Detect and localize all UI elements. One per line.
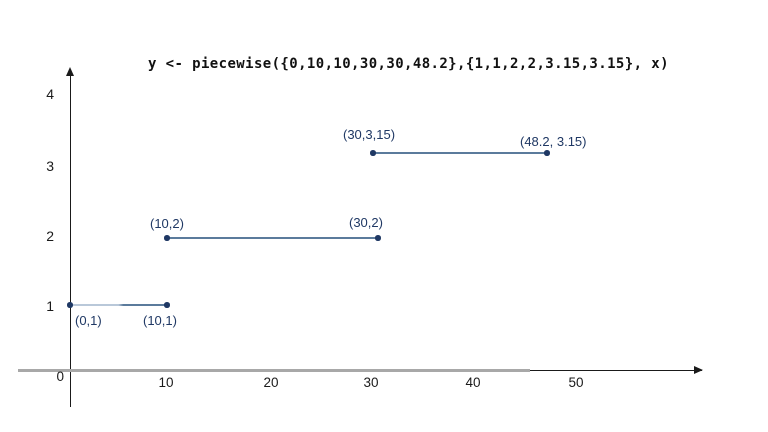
point-label-30-2: (30,2) bbox=[349, 215, 383, 230]
x-axis-gray-line bbox=[18, 369, 530, 372]
point-label-30-315: (30,3,15) bbox=[343, 127, 396, 142]
segment-1-line bbox=[70, 304, 167, 306]
origin-label: 0 bbox=[56, 369, 64, 384]
x-tick-20: 20 bbox=[263, 375, 279, 390]
segment-3-line bbox=[373, 152, 547, 154]
y-axis-line bbox=[70, 75, 72, 407]
point-0-1-dot bbox=[67, 302, 73, 308]
point-30-2-dot bbox=[375, 235, 381, 241]
x-tick-40: 40 bbox=[465, 375, 481, 390]
point-10-1-dot bbox=[164, 302, 170, 308]
point-label-0-1: (0,1) bbox=[75, 313, 102, 328]
x-axis-arrow-icon bbox=[694, 365, 703, 374]
x-tick-30: 30 bbox=[363, 375, 379, 390]
y-axis-arrow-icon bbox=[66, 67, 74, 76]
x-tick-10: 10 bbox=[158, 375, 174, 390]
point-482-315-dot bbox=[544, 150, 550, 156]
x-tick-50: 50 bbox=[568, 375, 584, 390]
point-label-482-315: (48.2, 3.15) bbox=[520, 134, 587, 149]
point-label-10-1: (10,1) bbox=[143, 313, 177, 328]
y-tick-4: 4 bbox=[46, 86, 54, 102]
chart-title: y <- piecewise({0,10,10,30,30,48.2},{1,1… bbox=[148, 56, 669, 72]
y-tick-3: 3 bbox=[46, 158, 54, 174]
point-10-2-dot bbox=[164, 235, 170, 241]
point-label-10-2: (10,2) bbox=[150, 216, 184, 231]
y-tick-1: 1 bbox=[46, 298, 54, 314]
y-tick-2: 2 bbox=[46, 228, 54, 244]
point-30-315-dot bbox=[370, 150, 376, 156]
segment-2-line bbox=[167, 237, 378, 239]
